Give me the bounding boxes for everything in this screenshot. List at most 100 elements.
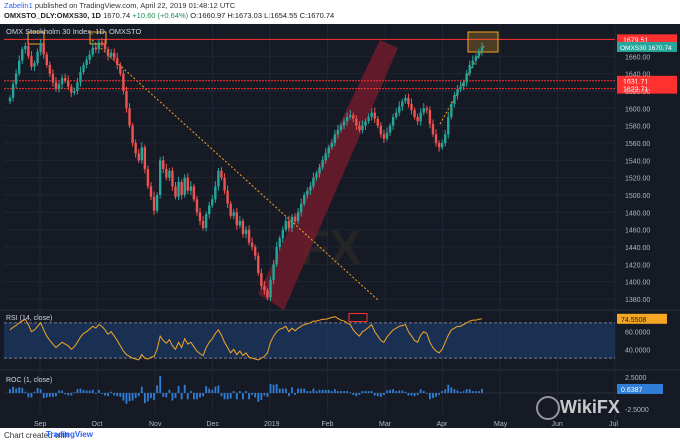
roc-bar — [474, 391, 477, 393]
candle-body — [217, 170, 220, 187]
roc-bar — [432, 393, 434, 399]
candle-body — [137, 153, 140, 161]
roc-bar — [192, 393, 195, 400]
candle-body — [201, 221, 205, 228]
roc-bar — [180, 393, 183, 400]
x-tick-label: Oct — [92, 421, 103, 428]
roc-bar — [39, 389, 42, 393]
candle-body — [162, 160, 165, 169]
candle-body — [444, 134, 447, 143]
price-tick-label: 1620.00 — [625, 89, 650, 96]
candle-body — [480, 46, 484, 52]
rsi-tick-label: 40.0000 — [625, 347, 650, 354]
candle-body — [404, 97, 407, 102]
candle-body — [82, 64, 85, 72]
roc-bar — [352, 393, 355, 395]
candle-body — [232, 212, 235, 216]
roc-bar — [242, 393, 244, 400]
candle-body — [180, 182, 183, 196]
candle-body — [278, 238, 281, 248]
candle-body — [109, 52, 113, 57]
level-price-tag — [617, 83, 677, 94]
x-tick-label: Mar — [379, 421, 392, 428]
ohlc-close-value: 1670.74 — [103, 11, 131, 20]
roc-bar — [395, 391, 398, 393]
roc-bar — [257, 393, 260, 402]
candle-body — [281, 229, 284, 239]
roc-bar — [131, 393, 134, 401]
candle-body — [352, 115, 355, 119]
candle-body — [60, 77, 64, 85]
roc-bar — [441, 391, 444, 393]
roc-bar — [248, 393, 250, 400]
roc-bar — [309, 391, 312, 393]
candle-body — [303, 195, 306, 204]
candle-body — [14, 73, 18, 85]
roc-bar — [410, 393, 413, 396]
roc-bar — [73, 392, 76, 394]
candle-body — [349, 115, 352, 117]
x-tick-label: Apr — [437, 421, 449, 428]
roc-bar — [333, 389, 336, 393]
chart-area[interactable]: Sep Oct Nov Dec 2019 Feb Mar Apr May Jun Jul FX 1679… — [0, 24, 680, 428]
roc-bar — [42, 393, 45, 399]
candle-body — [462, 82, 465, 87]
candle-body — [342, 121, 346, 126]
candle-body — [27, 45, 30, 57]
candle-body — [116, 58, 119, 65]
candle-body — [407, 97, 410, 104]
level-price-tag — [617, 34, 677, 45]
candle-body — [63, 77, 67, 81]
price-tick-label: 1640.00 — [625, 72, 650, 79]
roc-bar — [24, 391, 27, 393]
roc-bar — [232, 391, 235, 393]
candle-body — [272, 264, 275, 280]
tradingview-logo[interactable]: TradingView — [46, 430, 93, 439]
price-tick-label: 1480.00 — [625, 210, 650, 217]
footer-text: Chart created with — [4, 431, 69, 440]
roc-bar — [238, 391, 241, 393]
roc-bar — [422, 391, 425, 393]
candle-body — [106, 49, 110, 57]
x-tick-label: Feb — [322, 421, 334, 428]
roc-bar — [52, 393, 54, 397]
candle-body — [333, 134, 337, 143]
candle-body — [186, 177, 189, 191]
ohlc-line: OMXSTO_DLY:OMXS30, 1D 1670.74 +10.60 (+0… — [4, 11, 334, 20]
candle-body — [94, 47, 98, 50]
author-name[interactable]: Zabelin1 — [4, 1, 33, 10]
roc-pane-title: ROC (1, close) — [6, 377, 52, 384]
candle-body — [244, 229, 248, 235]
candle-body — [97, 42, 101, 50]
roc-bar — [281, 388, 284, 393]
roc-bar — [104, 393, 106, 396]
candle-body — [398, 106, 401, 113]
candle-body — [440, 142, 444, 148]
price-tick-label: 1600.00 — [625, 106, 650, 113]
candle-body — [91, 47, 94, 55]
candle-body — [100, 42, 104, 45]
roc-bar — [48, 393, 51, 397]
candle-body — [204, 214, 208, 228]
roc-bar — [284, 388, 287, 393]
price-tick-label: 1560.00 — [625, 141, 650, 148]
candle-body — [8, 97, 12, 102]
candle-body — [211, 199, 214, 206]
candle-body — [324, 153, 327, 161]
roc-bar — [346, 391, 349, 393]
candle-body — [413, 110, 416, 117]
candle-body — [450, 103, 453, 117]
roc-bar — [202, 393, 204, 397]
rsi-last-tag — [617, 313, 667, 324]
roc-bar — [21, 387, 24, 393]
chart-canvas[interactable]: Sep Oct Nov Dec 2019 Feb Mar Apr May Jun JulFX1679… — [0, 24, 680, 428]
roc-bar — [45, 393, 48, 398]
roc-bar — [205, 386, 208, 393]
x-tick-label: Dec — [207, 421, 220, 428]
roc-bar — [85, 390, 88, 393]
roc-bar — [229, 393, 232, 399]
roc-bar — [306, 391, 309, 393]
roc-bar — [67, 393, 70, 396]
candle-body — [321, 160, 324, 168]
candle-body — [229, 203, 232, 216]
